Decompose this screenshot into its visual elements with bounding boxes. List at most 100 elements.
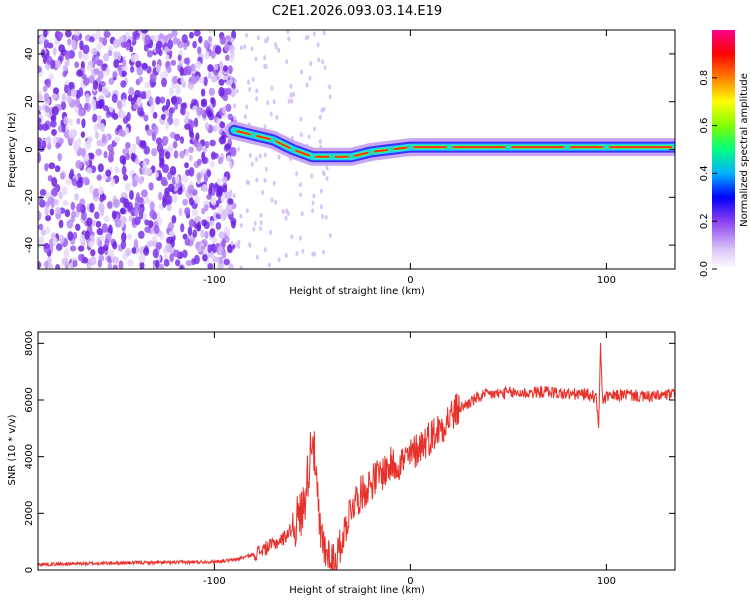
noise-point-294 bbox=[38, 261, 42, 269]
snr-y-tick-label-3: 6000 bbox=[24, 387, 35, 412]
spectrogram-panel: -100 0 100 -40 -20 0 20 40 Height of straight … bbox=[7, 29, 676, 297]
noise-point-755 bbox=[209, 228, 215, 238]
noise-point-458 bbox=[207, 71, 213, 79]
noise-point-672 bbox=[93, 68, 100, 75]
noise-point-1058 bbox=[51, 93, 57, 101]
noise-point-882 bbox=[143, 44, 149, 52]
noise-point-843 bbox=[171, 176, 176, 185]
noise-point-1161 bbox=[289, 83, 293, 89]
noise-point-151 bbox=[57, 153, 62, 162]
noise-point-1245 bbox=[254, 56, 258, 62]
noise-point-994 bbox=[227, 198, 234, 205]
noise-point-1014 bbox=[38, 123, 44, 131]
noise-point-958 bbox=[135, 192, 140, 202]
noise-point-1026 bbox=[64, 209, 71, 218]
noise-point-1124 bbox=[328, 233, 332, 239]
noise-point-660 bbox=[38, 105, 42, 112]
noise-point-1102 bbox=[252, 226, 256, 232]
noise-point-995 bbox=[96, 122, 103, 130]
noise-point-1168 bbox=[229, 204, 233, 210]
noise-point-591 bbox=[184, 123, 191, 130]
noise-point-1035 bbox=[221, 130, 226, 140]
noise-point-312 bbox=[149, 201, 155, 211]
ridge-point-7 bbox=[368, 148, 375, 155]
noise-point-634 bbox=[144, 226, 151, 233]
noise-point-910 bbox=[230, 146, 237, 157]
colorbar-label: Normalized spectral amplitude bbox=[739, 73, 750, 227]
noise-point-414 bbox=[69, 245, 77, 252]
noise-point-941 bbox=[195, 142, 203, 152]
noise-point-1138 bbox=[277, 257, 281, 263]
noise-point-1198 bbox=[312, 193, 316, 199]
noise-point-566 bbox=[90, 249, 96, 257]
noise-point-640 bbox=[112, 256, 120, 265]
noise-point-1217 bbox=[300, 69, 304, 75]
noise-point-922 bbox=[120, 80, 127, 88]
noise-point-1047 bbox=[42, 123, 49, 131]
noise-point-1178 bbox=[285, 59, 289, 65]
noise-point-387 bbox=[142, 212, 147, 222]
noise-point-1121 bbox=[255, 254, 259, 260]
noise-point-1172 bbox=[239, 213, 243, 219]
noise-point-416 bbox=[139, 261, 145, 269]
noise-point-980 bbox=[218, 86, 225, 97]
noise-point-1182 bbox=[301, 248, 305, 254]
noise-point-931 bbox=[135, 60, 142, 68]
noise-point-835 bbox=[207, 30, 215, 34]
noise-point-675 bbox=[91, 219, 97, 227]
noise-point-609 bbox=[202, 253, 208, 262]
noise-point-742 bbox=[76, 69, 84, 77]
noise-point-874 bbox=[155, 259, 160, 269]
noise-point-900 bbox=[167, 145, 174, 152]
noise-point-1093 bbox=[162, 198, 167, 208]
noise-point-721 bbox=[189, 131, 195, 139]
noise-point-821 bbox=[144, 34, 151, 45]
noise-point-761 bbox=[118, 260, 124, 269]
noise-point-853 bbox=[38, 94, 43, 103]
noise-point-655 bbox=[211, 236, 218, 244]
noise-point-491 bbox=[127, 259, 134, 267]
noise-point-105 bbox=[39, 189, 47, 196]
noise-point-648 bbox=[153, 125, 159, 136]
noise-point-863 bbox=[40, 229, 47, 236]
noise-point-1027 bbox=[184, 66, 189, 76]
noise-point-1214 bbox=[248, 152, 252, 158]
noise-point-1238 bbox=[299, 132, 303, 138]
noise-point-1050 bbox=[203, 39, 209, 49]
noise-point-782 bbox=[98, 84, 103, 93]
noise-point-604 bbox=[203, 76, 208, 87]
colorbar-tick-label-1: 0.2 bbox=[699, 213, 710, 229]
noise-point-496 bbox=[144, 196, 151, 205]
noise-point-502 bbox=[54, 59, 62, 69]
noise-point-823 bbox=[140, 190, 147, 198]
noise-point-635 bbox=[67, 38, 72, 46]
noise-point-1174 bbox=[317, 57, 321, 63]
noise-point-524 bbox=[125, 141, 131, 149]
noise-point-701 bbox=[83, 102, 89, 111]
noise-point-358 bbox=[74, 193, 79, 201]
noise-point-1226 bbox=[322, 30, 326, 36]
noise-point-589 bbox=[60, 100, 67, 111]
noise-point-1099 bbox=[231, 30, 237, 40]
noise-point-1149 bbox=[237, 239, 241, 245]
noise-point-1090 bbox=[222, 208, 230, 217]
spectrogram-ridge bbox=[225, 121, 675, 166]
noise-point-1184 bbox=[318, 114, 322, 120]
noise-point-1062 bbox=[45, 200, 51, 208]
noise-point-878 bbox=[50, 119, 57, 128]
noise-point-897 bbox=[71, 177, 78, 187]
noise-point-1200 bbox=[254, 156, 258, 162]
noise-point-988 bbox=[184, 149, 189, 157]
noise-point-1103 bbox=[299, 182, 303, 188]
noise-point-801 bbox=[118, 129, 125, 137]
noise-point-508 bbox=[47, 175, 53, 182]
noise-point-1088 bbox=[168, 230, 176, 237]
ridge-point-3 bbox=[289, 146, 296, 153]
noise-point-227 bbox=[137, 230, 145, 239]
noise-point-966 bbox=[192, 40, 197, 49]
noise-point-394 bbox=[116, 100, 123, 110]
noise-point-442 bbox=[209, 160, 215, 168]
noise-point-373 bbox=[187, 184, 195, 194]
noise-point-880 bbox=[159, 157, 165, 167]
